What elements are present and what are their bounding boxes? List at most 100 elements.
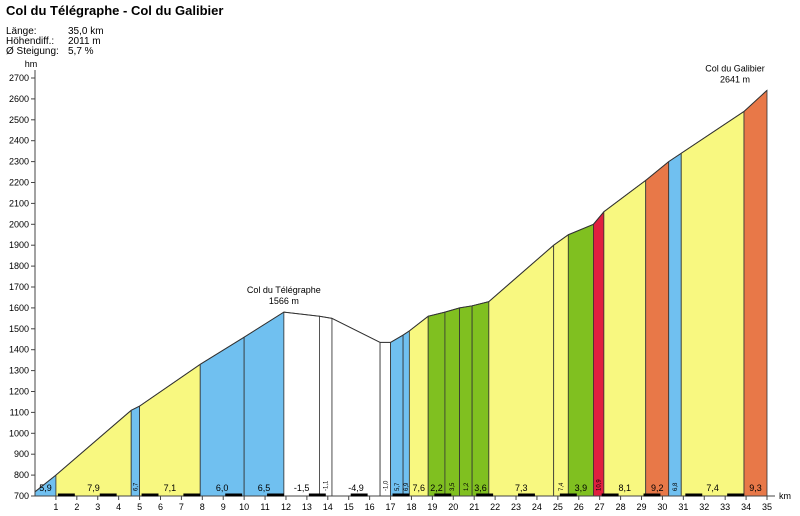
y-tick-label: 700 [14, 491, 29, 501]
gradient-label: 7,4 [706, 483, 719, 493]
summit-name-label: Col du Galibier [705, 63, 765, 73]
profile-segment [408, 315, 429, 497]
x-tick-label: 24 [532, 502, 542, 512]
y-tick-label: 1400 [9, 345, 29, 355]
profile-segment [130, 405, 140, 497]
x-tick-label: 10 [239, 502, 249, 512]
y-tick-label: 2000 [9, 219, 29, 229]
gradient-label: 2,2 [430, 483, 443, 493]
y-tick-label: 1500 [9, 324, 29, 334]
x-tick-label: 16 [365, 502, 375, 512]
gradient-label: -1,0 [383, 480, 389, 491]
x-tick-label: 11 [260, 502, 269, 512]
x-tick-label: 28 [616, 502, 626, 512]
stat-elevation-gain-label: Höhendiff.: [6, 36, 55, 47]
y-tick-label: 1200 [9, 387, 29, 397]
gradient-label: 7,3 [515, 483, 528, 493]
profile-segment [427, 311, 446, 497]
gradient-label: -1,1 [324, 480, 330, 491]
profile-segment [680, 110, 745, 497]
y-tick-label: 2500 [9, 115, 29, 125]
gradient-label: 7,6 [413, 483, 426, 493]
gradient-label: 1,2 [464, 482, 470, 491]
profile-segment [488, 244, 555, 497]
y-axis-label: hm [25, 59, 38, 69]
x-tick-label: 22 [490, 502, 500, 512]
x-tick-label: 27 [595, 502, 605, 512]
gradient-label: 6,8 [673, 482, 679, 491]
x-tick-label: 12 [281, 502, 291, 512]
x-tick-label: 4 [116, 502, 121, 512]
y-tick-label: 2700 [9, 73, 29, 83]
x-tick-label: 14 [323, 502, 333, 512]
x-tick-label: 33 [720, 502, 730, 512]
profile-segment [319, 315, 333, 497]
gradient-label: 9,2 [651, 483, 664, 493]
x-tick-label: 9 [221, 502, 226, 512]
x-tick-label: 2 [74, 502, 79, 512]
summit-name-label: Col du Télégraphe [247, 285, 321, 295]
y-tick-label: 2400 [9, 136, 29, 146]
gradient-label: 3,5 [450, 482, 456, 491]
profile-segment [444, 307, 460, 497]
y-tick-label: 1800 [9, 261, 29, 271]
y-tick-label: 1900 [9, 240, 29, 250]
x-tick-label: 35 [762, 502, 772, 512]
profile-segment [139, 363, 201, 497]
gradient-label: 5,9 [39, 483, 52, 493]
y-tick-label: 1000 [9, 428, 29, 438]
summit-elevation-label: 2641 m [720, 74, 750, 84]
gradient-label: 5,7 [395, 482, 401, 491]
profile-segment [459, 305, 473, 497]
y-tick-label: 2200 [9, 178, 29, 188]
x-tick-label: 29 [637, 502, 647, 512]
profile-segment [743, 89, 768, 497]
x-tick-label: 18 [406, 502, 416, 512]
x-tick-label: 7 [179, 502, 184, 512]
gradient-label: 7,1 [164, 483, 177, 493]
stat-length-label: Länge: [6, 26, 37, 37]
stat-avg-gradient-label: Ø Steigung: [6, 46, 59, 57]
x-tick-label: 5 [137, 502, 142, 512]
gradient-label: -1,5 [294, 483, 310, 493]
profile-segment [199, 336, 245, 497]
y-tick-label: 1600 [9, 303, 29, 313]
x-axis-label: km [779, 491, 791, 501]
stat-length-value: 35,0 km [68, 26, 104, 37]
x-tick-label: 19 [427, 502, 437, 512]
stat-elevation-gain-value: 2011 m [68, 36, 101, 47]
gradient-label: 6,7 [133, 482, 139, 491]
x-tick-label: 3 [95, 502, 100, 512]
profile-segment [553, 233, 569, 497]
x-tick-label: 25 [553, 502, 563, 512]
stat-elevation-gain: Höhendiff.: 2011 m [6, 36, 101, 47]
y-tick-label: 1100 [10, 407, 29, 417]
profile-segment [402, 330, 410, 497]
x-tick-label: 23 [511, 502, 521, 512]
y-tick-label: 2300 [9, 157, 29, 167]
profile-segment [645, 160, 670, 497]
y-tick-label: 1300 [9, 366, 29, 376]
gradient-label: 8,1 [619, 483, 632, 493]
x-tick-label: 6 [158, 502, 163, 512]
x-tick-label: 30 [657, 502, 667, 512]
profile-segment [603, 179, 647, 497]
x-tick-label: 8 [200, 502, 205, 512]
x-tick-label: 34 [741, 502, 751, 512]
gradient-label: 7,9 [87, 483, 100, 493]
stat-avg-gradient-value: 5,7 % [68, 46, 94, 57]
gradient-label: 6,9 [404, 482, 410, 491]
gradient-label: 9,3 [749, 483, 762, 493]
x-tick-label: 32 [699, 502, 709, 512]
gradient-label: 6,5 [258, 483, 271, 493]
gradient-label: 7,4 [559, 482, 565, 491]
gradient-label: 10,9 [597, 479, 603, 491]
x-tick-label: 17 [386, 502, 396, 512]
y-tick-label: 900 [14, 449, 29, 459]
profile-segment [567, 223, 594, 497]
profile-segment [390, 334, 404, 497]
profile-segment [593, 210, 605, 497]
stat-avg-gradient: Ø Steigung: 5,7 % [6, 46, 94, 57]
stat-length: Länge: 35,0 km [6, 26, 104, 37]
